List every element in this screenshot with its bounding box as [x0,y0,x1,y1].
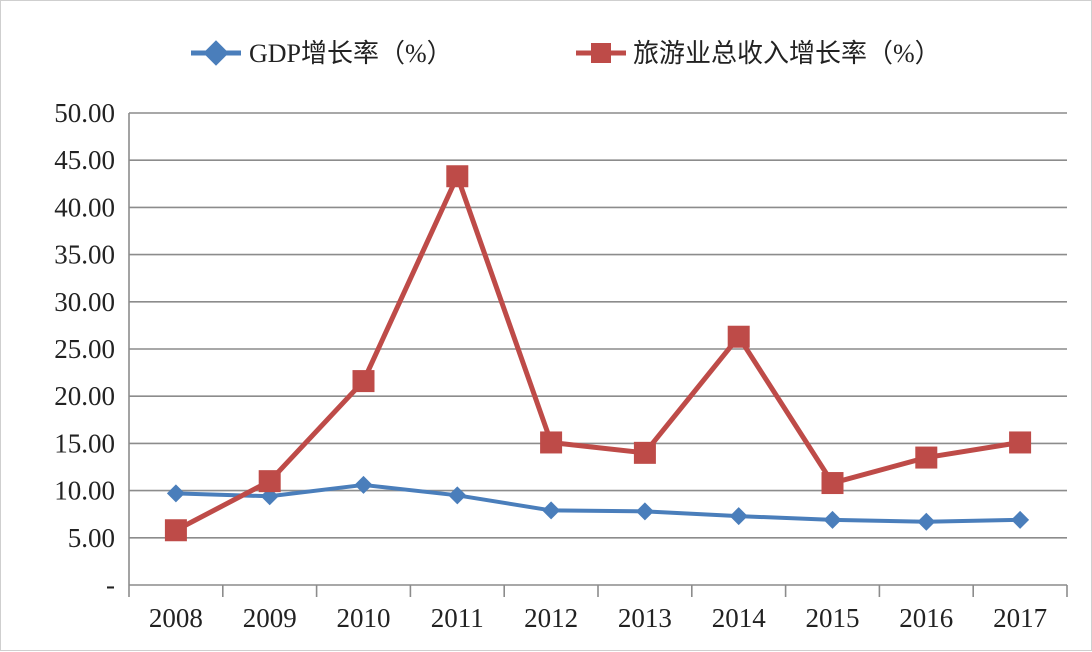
x-tick-label: 2008 [149,603,203,633]
data-point-gdp [354,475,373,494]
series-layer [164,165,1032,542]
x-tick-label: 2012 [524,603,578,633]
y-tick-label: 50.00 [54,98,115,128]
data-point-tourism [633,441,656,464]
y-tick-label: 40.00 [54,192,115,222]
data-point-tourism [540,431,563,454]
data-point-tourism [352,370,375,393]
x-tick-label: 2014 [712,603,767,633]
data-point-tourism [164,519,187,542]
x-tick-label: 2011 [431,603,484,633]
x-tick-label: 2017 [993,603,1047,633]
x-tick-label: 2016 [899,603,953,633]
data-point-gdp [729,507,748,526]
data-point-tourism [727,325,750,348]
data-point-gdp [1011,510,1030,529]
y-tick-label: 30.00 [54,287,115,317]
legend-item-gdp: GDP增长率（%） [191,39,453,68]
series-line-gdp [175,482,1021,524]
legend-item-tourism: 旅游业总收入增长率（%） [576,39,941,68]
y-tick-label: 5.00 [68,523,115,553]
y-axis: - 5.00 10.00 15.00 20.00 25.00 30.00 35.00 40.00… [54,98,130,600]
data-point-tourism [258,470,281,493]
x-axis: 2008 2009 2010 2011 2012 2013 2014 2015 2016 2017 [128,584,1068,633]
data-point-gdp [166,484,185,503]
grid-lines [129,112,1067,539]
y-tick-label: - [106,570,115,600]
x-tick-label: 2009 [243,603,297,633]
legend: GDP增长率（%） 旅游业总收入增长率（%） [191,39,941,68]
legend-label-tourism: 旅游业总收入增长率（%） [633,39,941,68]
y-tick-label: 20.00 [54,381,115,411]
y-tick-label: 45.00 [54,145,115,175]
data-point-gdp [823,510,842,529]
data-point-gdp [542,501,561,520]
y-tick-label: 25.00 [54,334,115,364]
series-line-tourism [174,173,1021,533]
y-tick-label: 15.00 [54,428,115,458]
y-tick-label: 35.00 [54,240,115,270]
legend-marker-gdp [203,40,229,66]
legend-label-gdp: GDP增长率（%） [249,39,453,68]
data-point-gdp [448,486,467,505]
data-point-tourism [446,165,469,188]
y-tick-label: 10.00 [54,476,115,506]
x-tick-label: 2013 [618,603,672,633]
legend-marker-tourism [591,43,611,63]
x-tick-label: 2015 [806,603,860,633]
data-point-gdp [917,512,936,531]
data-point-tourism [915,446,938,469]
x-tick-label: 2010 [337,603,391,633]
data-point-gdp [635,502,654,521]
data-point-tourism [1009,431,1032,454]
data-point-tourism [821,472,844,495]
